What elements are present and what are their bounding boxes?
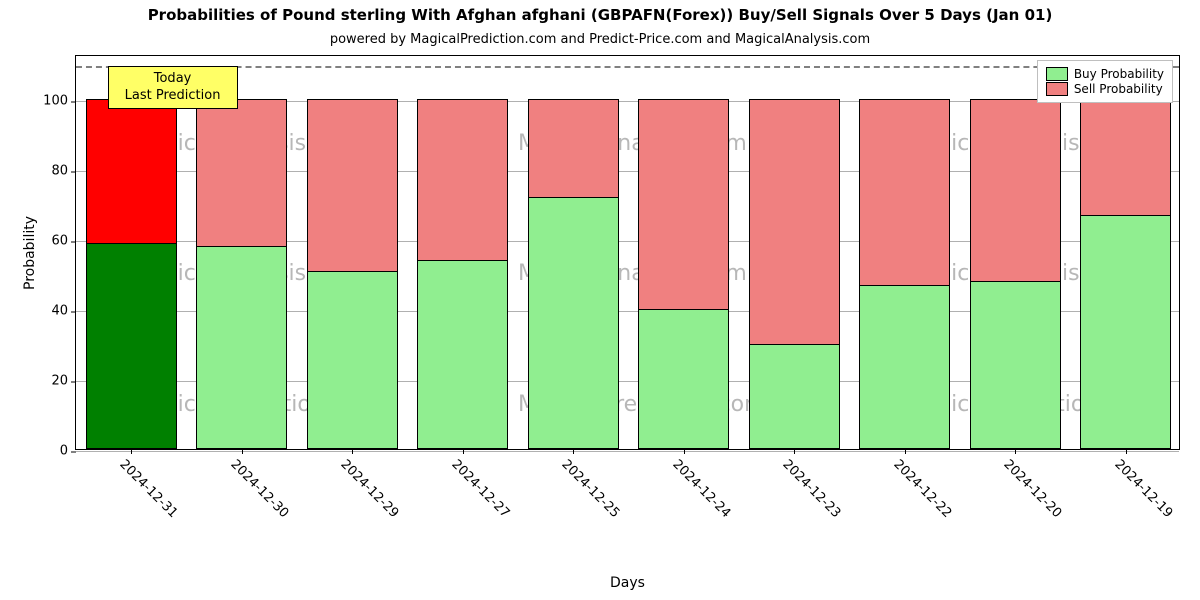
bar-group bbox=[859, 54, 950, 449]
x-tick-mark bbox=[242, 449, 243, 454]
today-annotation-line1: Today bbox=[119, 71, 227, 87]
bar-group bbox=[307, 54, 398, 449]
x-axis-label: Days bbox=[610, 575, 645, 591]
y-axis-label: Probability bbox=[22, 215, 38, 289]
x-tick-label: 2024-12-25 bbox=[559, 457, 623, 521]
buy-bar bbox=[638, 309, 729, 449]
plot-area: 020406080100MagicalAnalysis.comMagicalAn… bbox=[75, 55, 1180, 450]
buy-bar bbox=[417, 260, 508, 449]
x-tick-label: 2024-12-19 bbox=[1111, 457, 1175, 521]
x-tick-mark bbox=[684, 449, 685, 454]
legend-label: Buy Probability bbox=[1074, 67, 1164, 81]
y-tick-label: 100 bbox=[43, 94, 76, 109]
bar-group bbox=[970, 54, 1061, 449]
x-tick-mark bbox=[463, 449, 464, 454]
buy-bar bbox=[1080, 215, 1171, 449]
buy-bar bbox=[859, 285, 950, 449]
x-tick-label: 2024-12-20 bbox=[1001, 457, 1065, 521]
y-tick-label: 80 bbox=[51, 164, 76, 179]
today-annotation-line2: Last Prediction bbox=[119, 88, 227, 104]
bar-group bbox=[638, 54, 729, 449]
legend-item: Buy Probability bbox=[1046, 67, 1164, 81]
bar-group bbox=[196, 54, 287, 449]
x-tick-label: 2024-12-29 bbox=[338, 457, 402, 521]
bar-group bbox=[417, 54, 508, 449]
buy-bar bbox=[749, 344, 840, 449]
today-annotation: TodayLast Prediction bbox=[108, 66, 238, 109]
x-tick-mark bbox=[1126, 449, 1127, 454]
legend-swatch bbox=[1046, 82, 1068, 96]
x-tick-label: 2024-12-22 bbox=[890, 457, 954, 521]
x-tick-label: 2024-12-23 bbox=[780, 457, 844, 521]
x-tick-mark bbox=[573, 449, 574, 454]
chart-title: Probabilities of Pound sterling With Afg… bbox=[0, 6, 1200, 24]
buy-bar bbox=[307, 271, 398, 449]
buy-bar bbox=[970, 281, 1061, 449]
y-tick-label: 60 bbox=[51, 234, 76, 249]
x-tick-mark bbox=[794, 449, 795, 454]
buy-bar bbox=[86, 243, 177, 449]
y-tick-label: 20 bbox=[51, 374, 76, 389]
buy-bar bbox=[528, 197, 619, 449]
legend: Buy ProbabilitySell Probability bbox=[1037, 60, 1173, 103]
legend-label: Sell Probability bbox=[1074, 82, 1163, 96]
y-tick-label: 40 bbox=[51, 304, 76, 319]
x-tick-mark bbox=[1015, 449, 1016, 454]
chart-container: Probabilities of Pound sterling With Afg… bbox=[0, 0, 1200, 600]
x-tick-label: 2024-12-27 bbox=[448, 457, 512, 521]
chart-subtitle: powered by MagicalPrediction.com and Pre… bbox=[0, 32, 1200, 47]
x-tick-mark bbox=[131, 449, 132, 454]
x-tick-label: 2024-12-31 bbox=[117, 457, 181, 521]
y-tick-label: 0 bbox=[60, 444, 76, 459]
x-tick-mark bbox=[352, 449, 353, 454]
x-tick-label: 2024-12-24 bbox=[669, 457, 733, 521]
buy-bar bbox=[196, 246, 287, 449]
x-tick-label: 2024-12-30 bbox=[227, 457, 291, 521]
legend-swatch bbox=[1046, 67, 1068, 81]
bar-group bbox=[528, 54, 619, 449]
bar-group bbox=[1080, 54, 1171, 449]
legend-item: Sell Probability bbox=[1046, 82, 1164, 96]
bar-group bbox=[86, 54, 177, 449]
bar-group bbox=[749, 54, 840, 449]
x-tick-mark bbox=[905, 449, 906, 454]
